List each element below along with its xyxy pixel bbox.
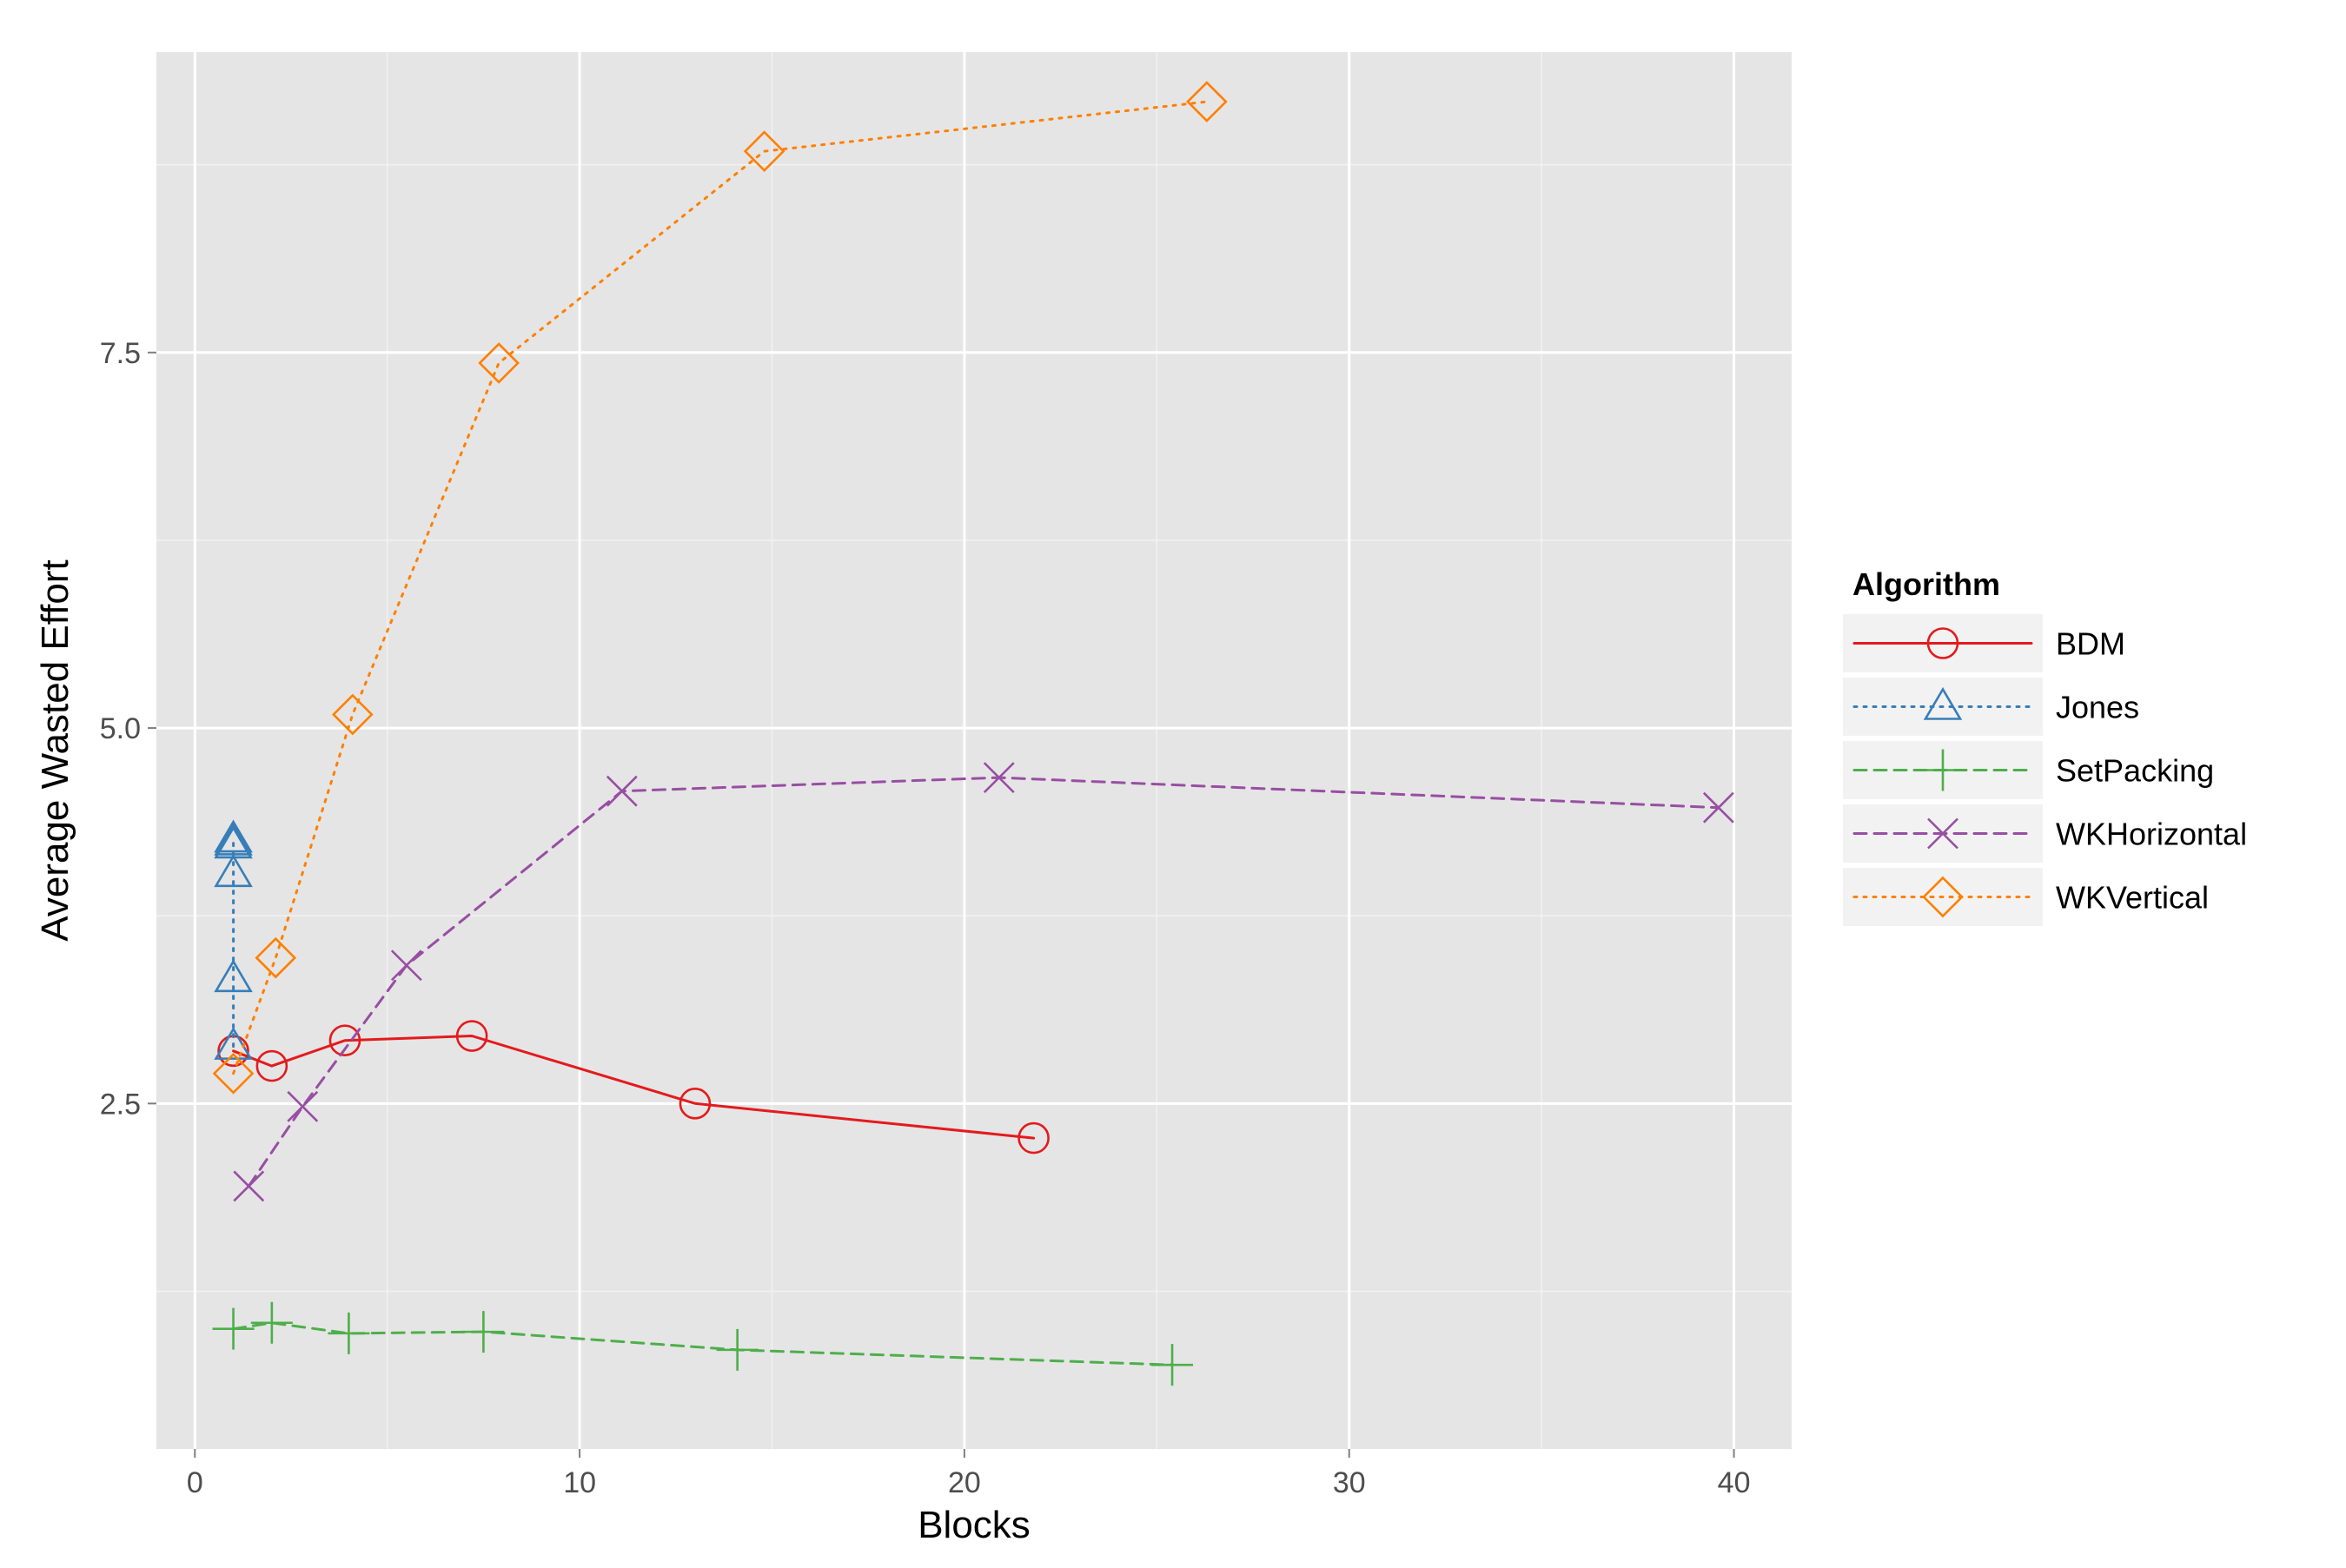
x-tick-label: 10 bbox=[563, 1466, 596, 1499]
data-point bbox=[214, 819, 253, 853]
legend-item: Jones bbox=[1841, 676, 2139, 738]
data-point bbox=[983, 762, 1015, 794]
data-point bbox=[255, 936, 297, 979]
legend-marker bbox=[1922, 749, 1964, 791]
data-point bbox=[455, 1020, 488, 1052]
legend-item: WKHorizontal bbox=[1841, 803, 2247, 864]
y-axis-title: Average Wasted Effort bbox=[34, 559, 76, 941]
data-point bbox=[462, 1311, 505, 1353]
data-point bbox=[679, 1088, 712, 1120]
data-point bbox=[233, 1170, 265, 1202]
legend-item: SetPacking bbox=[1841, 739, 2214, 801]
data-point bbox=[212, 1307, 255, 1350]
series-line bbox=[247, 776, 1720, 1188]
data-point bbox=[328, 1024, 361, 1057]
data-point bbox=[287, 1090, 319, 1122]
data-point bbox=[250, 1301, 293, 1344]
legend-title: Algorithm bbox=[1852, 566, 2000, 602]
data-point bbox=[1186, 81, 1228, 122]
plot-area: 0 10 20 30 40 2.5 5.0 7.5 bbox=[100, 52, 1792, 1499]
legend-marker bbox=[1926, 627, 1959, 659]
legend-label: SetPacking bbox=[2056, 753, 2214, 789]
data-point bbox=[743, 130, 785, 172]
legend-marker bbox=[1923, 686, 1963, 720]
x-tick-label: 30 bbox=[1333, 1466, 1366, 1499]
data-point bbox=[606, 775, 638, 807]
legend-marker bbox=[1927, 817, 1958, 850]
legend-item: BDM bbox=[1841, 612, 2125, 674]
legend-item: WKVertical bbox=[1841, 866, 2209, 928]
y-tick-label: 5.0 bbox=[100, 712, 141, 745]
data-point bbox=[1017, 1121, 1050, 1154]
data-point bbox=[478, 342, 520, 384]
plot-panel bbox=[156, 52, 1792, 1449]
x-tick-label: 40 bbox=[1718, 1466, 1751, 1499]
legend-label: WKVertical bbox=[2056, 880, 2209, 916]
series-wkhorizontal bbox=[233, 762, 1734, 1202]
series-setpacking bbox=[212, 1301, 1194, 1386]
y-tick-label: 7.5 bbox=[100, 337, 141, 370]
data-point bbox=[214, 1027, 253, 1060]
data-point bbox=[390, 949, 422, 982]
legend-label: Jones bbox=[2056, 690, 2139, 725]
data-point bbox=[1702, 791, 1734, 824]
series-line bbox=[232, 1035, 1036, 1140]
data-point bbox=[214, 854, 253, 888]
legend-label: BDM bbox=[2056, 626, 2125, 662]
x-axis-title: Blocks bbox=[918, 1504, 1031, 1546]
data-point bbox=[332, 693, 374, 736]
data-point bbox=[255, 1049, 288, 1082]
x-tick-label: 20 bbox=[948, 1466, 981, 1499]
data-point bbox=[212, 1052, 255, 1095]
data-point bbox=[716, 1328, 759, 1371]
series-wkvertical bbox=[212, 81, 1228, 1095]
legend-label: WKHorizontal bbox=[2056, 817, 2247, 852]
legend-marker bbox=[1922, 876, 1964, 918]
data-point bbox=[214, 822, 253, 856]
y-tick-label: 2.5 bbox=[100, 1088, 141, 1121]
series-jones bbox=[214, 819, 253, 1060]
data-point bbox=[214, 959, 253, 993]
legend: Algorithm BDM Jones SetPacking WKHorizontal… bbox=[1841, 566, 2247, 928]
data-point bbox=[214, 825, 253, 859]
data-point bbox=[1151, 1344, 1194, 1386]
x-tick-label: 0 bbox=[187, 1466, 203, 1499]
data-point bbox=[328, 1312, 370, 1354]
